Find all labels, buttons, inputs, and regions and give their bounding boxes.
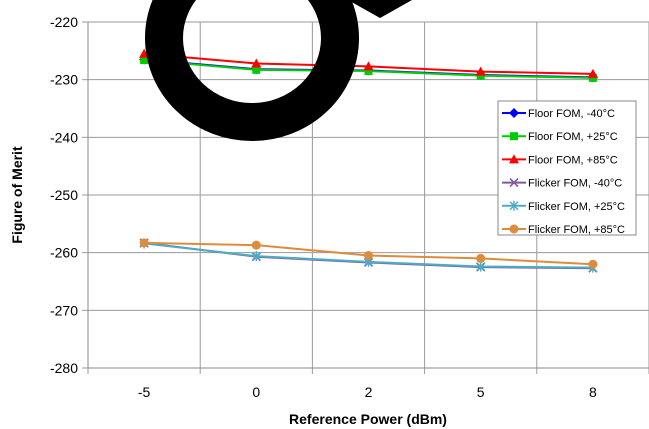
legend-label: Floor FOM, -40°C (528, 108, 615, 120)
y-tick-label: -260 (50, 245, 78, 261)
legend-item: Flicker FOM, -40°C (502, 178, 622, 190)
x-tick-label: 5 (477, 384, 485, 400)
data-point (588, 259, 598, 269)
data-point (476, 71, 485, 80)
data-point (140, 56, 149, 65)
data-point (476, 261, 486, 272)
data-point (363, 61, 374, 71)
data-point (475, 66, 486, 76)
data-point (509, 200, 519, 211)
series-group (139, 48, 598, 273)
legend-item: Flicker FOM, +25°C (502, 200, 625, 213)
legend-item: Floor FOM, +85°C (502, 154, 618, 166)
y-tick-label: -220 (50, 14, 78, 30)
black-ring-overlay (145, 0, 412, 141)
legend-label: Flicker FOM, +25°C (528, 201, 625, 213)
data-point (510, 132, 518, 141)
series-2 (140, 56, 597, 82)
legend-label: Flicker FOM, -40°C (528, 178, 622, 190)
data-point (364, 251, 373, 261)
legend-label: Floor FOM, +25°C (528, 131, 618, 143)
legend-box (497, 100, 637, 236)
data-point (251, 58, 262, 68)
data-point (587, 68, 598, 78)
data-point (509, 178, 519, 188)
y-tick-label: -250 (50, 187, 78, 203)
y-tick-label: -270 (50, 302, 78, 318)
series-3 (139, 48, 598, 78)
legend-item: Flicker FOM, +85°C (502, 224, 625, 236)
axes: -220 -230 -240 -250 -260 -270 -280 -5 0 2 5 8 (50, 14, 649, 400)
y-tick-label: -240 (50, 129, 78, 145)
legend-item: Floor FOM, -40°C (502, 108, 615, 120)
data-point (139, 238, 149, 248)
data-point (364, 67, 373, 76)
x-axis-title: Reference Power (dBm) (289, 411, 447, 427)
legend-label: Flicker FOM, +85°C (528, 224, 625, 236)
x-tick-label: 8 (589, 384, 597, 400)
data-point (588, 73, 597, 82)
data-point (251, 240, 261, 250)
y-axis-title: Figure of Merit (9, 146, 25, 244)
legend-item: Floor FOM, +25°C (502, 131, 618, 143)
data-point (509, 108, 519, 118)
data-point (509, 224, 519, 234)
data-point (476, 253, 486, 263)
data-point (509, 154, 519, 164)
legend-label: Floor FOM, +85°C (528, 154, 618, 166)
series-6 (139, 238, 598, 269)
data-point (251, 251, 261, 262)
y-tick-label: -230 (50, 72, 78, 88)
x-tick-label: -5 (138, 384, 151, 400)
data-point (252, 65, 261, 74)
legend: Floor FOM, -40°C Floor FOM, +25°C Floor FO… (497, 100, 637, 236)
x-tick-label: 2 (365, 384, 373, 400)
y-tick-label: -280 (50, 360, 78, 376)
x-tick-label: 0 (252, 384, 260, 400)
